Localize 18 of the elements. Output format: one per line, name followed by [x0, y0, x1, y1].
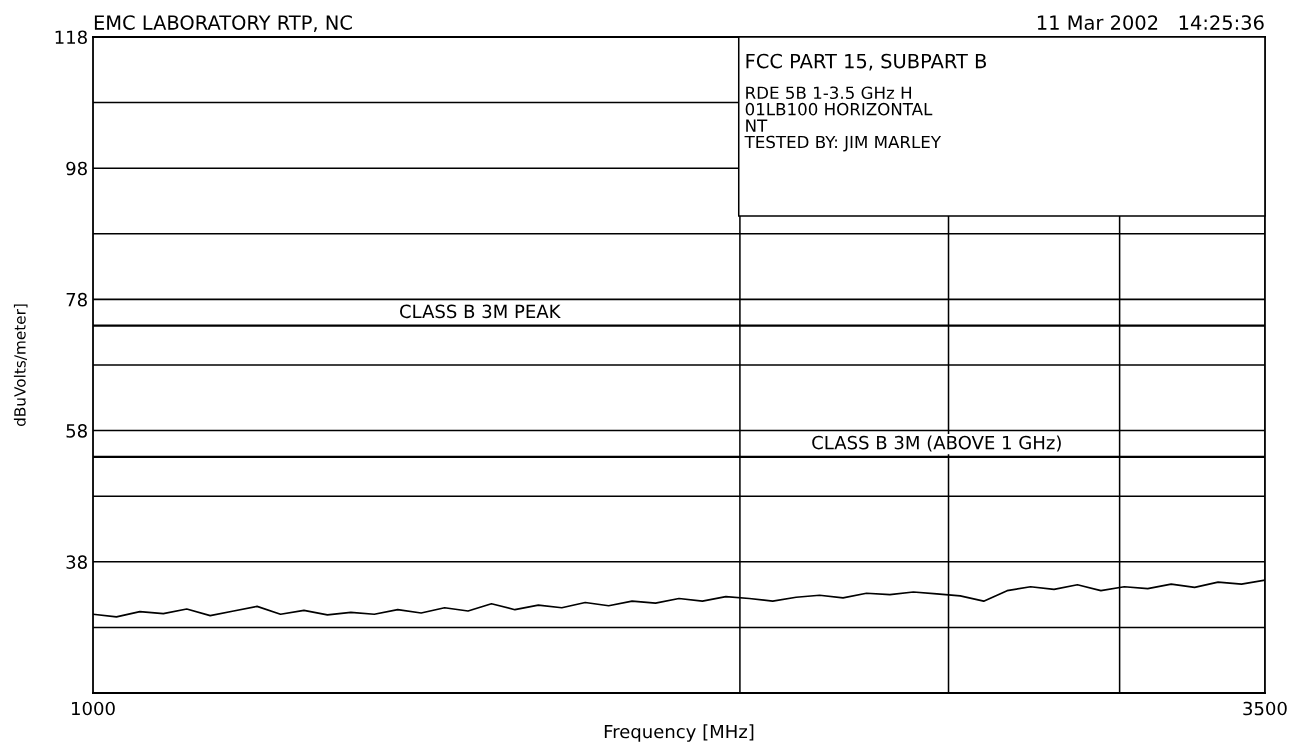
y-tick-label: 58	[66, 424, 87, 438]
y-tick-label: 78	[66, 292, 87, 307]
y-tick-label: 118	[55, 30, 87, 45]
y-tick-label: 38	[66, 555, 87, 569]
x-tick-label: 1000	[72, 701, 115, 716]
y-axis-title: dBuVolts/meter]	[13, 304, 28, 427]
annotation: TESTED BY: JIM MARLEY	[744, 135, 942, 152]
y-tick-label: 98	[66, 161, 87, 176]
x-axis-title: Frequency [MHz]	[604, 724, 754, 742]
ref-line-label: CLASS B 3M (ABOVE 1 GHz)	[812, 435, 1061, 452]
ref-line-label: CLASS B 3M PEAK	[400, 304, 561, 319]
chart-title: EMC LABORATORY RTP, NC	[94, 15, 352, 32]
annotation: RDE 5B 1-3.5 GHz H	[746, 86, 911, 100]
annotation: NT	[746, 119, 768, 132]
chart-subtitle: 11 Mar 2002 14:25:36	[1037, 15, 1264, 30]
annotation: FCC PART 15, SUBPART B	[746, 53, 986, 71]
annotation: 01LB100 HORIZONTAL	[745, 102, 933, 116]
x-tick-label: 3500	[1243, 701, 1287, 716]
